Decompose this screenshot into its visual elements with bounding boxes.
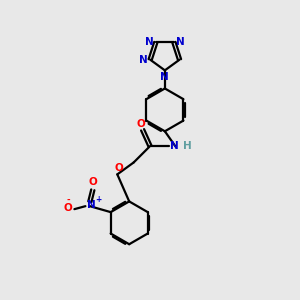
Text: N: N [139, 55, 148, 65]
Text: +: + [95, 195, 101, 204]
Text: N: N [87, 200, 96, 210]
Text: -: - [66, 196, 70, 205]
Text: N: N [170, 141, 179, 151]
Text: O: O [114, 163, 123, 173]
Text: O: O [137, 119, 146, 129]
Text: N: N [160, 72, 169, 82]
Text: O: O [64, 203, 72, 213]
Text: N: N [176, 38, 185, 47]
Text: N: N [145, 38, 154, 47]
Text: O: O [88, 177, 97, 188]
Text: H: H [183, 141, 192, 151]
